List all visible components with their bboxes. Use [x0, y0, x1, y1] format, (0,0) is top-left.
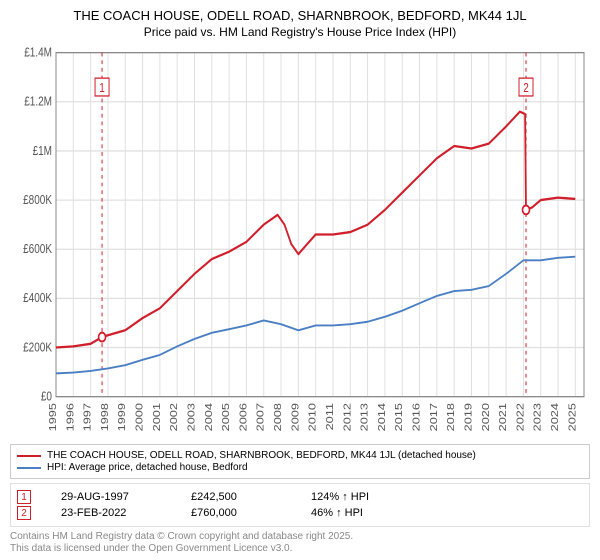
legend-swatch — [17, 455, 41, 457]
svg-text:2025: 2025 — [567, 403, 577, 431]
footer-line: This data is licensed under the Open Gov… — [10, 543, 590, 555]
svg-text:2002: 2002 — [169, 403, 179, 431]
svg-text:2022: 2022 — [516, 403, 526, 431]
svg-text:2012: 2012 — [342, 403, 352, 431]
svg-text:2017: 2017 — [429, 403, 439, 431]
svg-text:£400K: £400K — [23, 292, 52, 305]
point-date: 29-AUG-1997 — [61, 491, 161, 503]
svg-text:2007: 2007 — [256, 403, 266, 431]
point-row: 2 23-FEB-2022 £760,000 46% ↑ HPI — [17, 506, 583, 520]
line-chart: £0 £200K £400K £600K £800K £1M £1.2M £1.4M 1995 1… — [10, 45, 590, 440]
svg-text:1997: 1997 — [83, 403, 93, 431]
svg-text:2024: 2024 — [550, 402, 560, 431]
footer: Contains HM Land Registry data © Crown c… — [10, 531, 590, 554]
svg-text:1995: 1995 — [48, 403, 58, 431]
legend-swatch — [17, 467, 41, 469]
svg-text:2001: 2001 — [152, 403, 162, 431]
svg-text:2013: 2013 — [360, 403, 370, 431]
svg-text:2005: 2005 — [221, 403, 231, 431]
svg-text:2023: 2023 — [533, 403, 543, 431]
svg-text:£200K: £200K — [23, 341, 52, 354]
point-marker: 2 — [17, 506, 31, 520]
point-hpi: 46% ↑ HPI — [311, 507, 363, 519]
point-price: £242,500 — [191, 491, 281, 503]
legend: THE COACH HOUSE, ODELL ROAD, SHARNBROOK,… — [10, 444, 590, 479]
svg-text:2008: 2008 — [273, 403, 283, 431]
point-price: £760,000 — [191, 507, 281, 519]
legend-label: HPI: Average price, detached house, Bedf… — [47, 462, 248, 473]
svg-text:2018: 2018 — [446, 403, 456, 431]
svg-text:£1.4M: £1.4M — [24, 46, 52, 59]
point-marker: 1 — [17, 490, 31, 504]
svg-text:1: 1 — [99, 82, 105, 95]
svg-text:£1M: £1M — [33, 145, 52, 158]
footer-line: Contains HM Land Registry data © Crown c… — [10, 531, 590, 543]
svg-text:2020: 2020 — [481, 403, 491, 431]
svg-text:2000: 2000 — [135, 403, 145, 431]
svg-text:2003: 2003 — [187, 403, 197, 431]
point-hpi: 124% ↑ HPI — [311, 491, 369, 503]
svg-text:2014: 2014 — [377, 402, 387, 431]
legend-item: HPI: Average price, detached house, Bedf… — [17, 462, 583, 473]
legend-item: THE COACH HOUSE, ODELL ROAD, SHARNBROOK,… — [17, 450, 583, 461]
svg-text:2021: 2021 — [498, 403, 508, 431]
point-date: 23-FEB-2022 — [61, 507, 161, 519]
svg-text:£1.2M: £1.2M — [24, 96, 52, 109]
svg-text:1996: 1996 — [65, 403, 75, 431]
svg-text:2004: 2004 — [204, 402, 214, 431]
svg-text:2015: 2015 — [394, 403, 404, 431]
svg-text:£0: £0 — [41, 390, 52, 403]
svg-text:1999: 1999 — [117, 403, 127, 431]
svg-text:2006: 2006 — [239, 403, 249, 431]
svg-text:£800K: £800K — [23, 194, 52, 207]
svg-text:2010: 2010 — [308, 403, 318, 431]
points-table: 1 29-AUG-1997 £242,500 124% ↑ HPI 2 23-FEB-20… — [10, 483, 590, 527]
svg-text:2011: 2011 — [325, 403, 335, 430]
legend-label: THE COACH HOUSE, ODELL ROAD, SHARNBROOK,… — [47, 450, 476, 461]
chart-subtitle: Price paid vs. HM Land Registry's House … — [10, 25, 590, 39]
svg-text:2009: 2009 — [291, 403, 301, 431]
svg-text:2: 2 — [523, 82, 529, 95]
point-row: 1 29-AUG-1997 £242,500 124% ↑ HPI — [17, 490, 583, 504]
svg-text:2016: 2016 — [412, 403, 422, 431]
svg-text:1998: 1998 — [100, 403, 110, 431]
svg-text:2019: 2019 — [464, 403, 474, 431]
chart-title: THE COACH HOUSE, ODELL ROAD, SHARNBROOK,… — [10, 8, 590, 23]
svg-text:£600K: £600K — [23, 243, 52, 256]
chart-area: £0 £200K £400K £600K £800K £1M £1.2M £1.4M 1995 1… — [10, 45, 590, 440]
